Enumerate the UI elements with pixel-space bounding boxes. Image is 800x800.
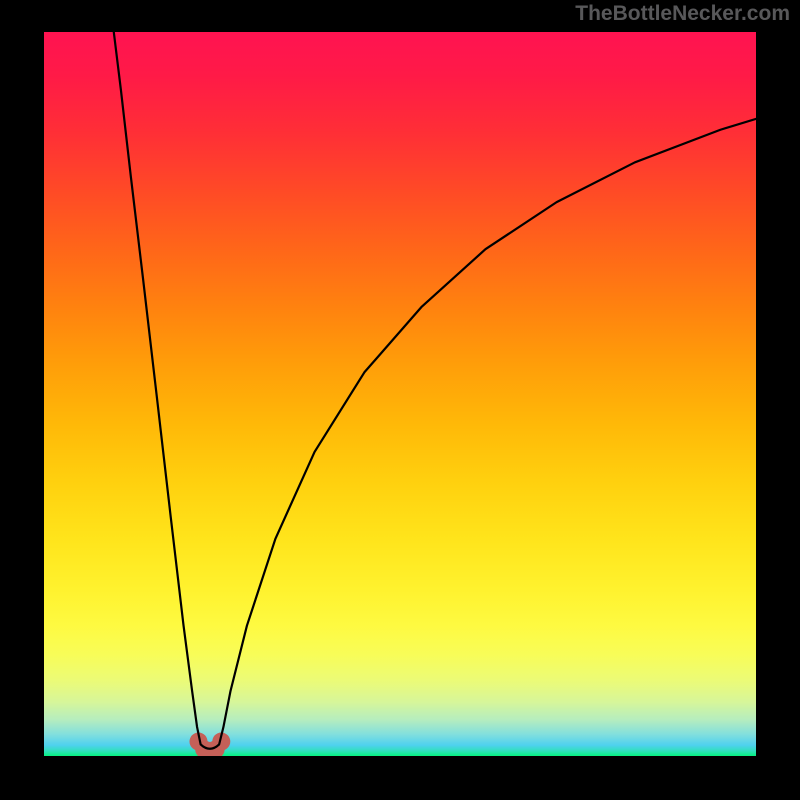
watermark-text: TheBottleNecker.com bbox=[575, 2, 790, 26]
chart-svg bbox=[0, 0, 800, 800]
chart-frame: TheBottleNecker.com bbox=[0, 0, 800, 800]
plot-background bbox=[44, 32, 756, 756]
